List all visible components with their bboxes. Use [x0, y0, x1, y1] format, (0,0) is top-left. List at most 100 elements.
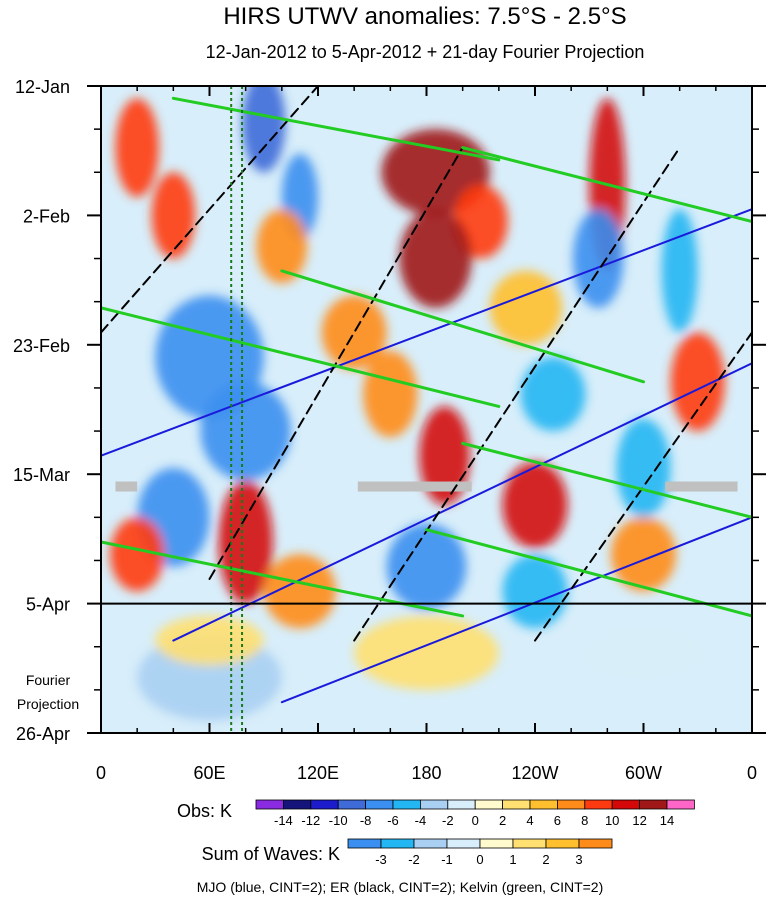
anomaly-blob-26 — [263, 554, 337, 629]
obs-colorbar-level-13: 12 — [632, 813, 646, 828]
x-tick-label-3: 180 — [411, 763, 441, 783]
kelvin-contour-3 — [280, 269, 645, 384]
obs-colorbar-level-4: -6 — [387, 813, 399, 828]
obs-colorbar-level-12: 10 — [605, 813, 619, 828]
obs-colorbar-level-0: -14 — [274, 813, 293, 828]
anomaly-blob-1 — [115, 98, 159, 197]
obs-colorbar-level-3: -8 — [360, 813, 372, 828]
anomaly-blob-16 — [363, 350, 418, 438]
obs-colorbar-level-2: -10 — [329, 813, 348, 828]
anomaly-blob-9 — [572, 209, 624, 308]
obs-colorbar-label: Obs: K — [177, 801, 232, 821]
waves-colorbar-cell-1 — [380, 838, 415, 849]
obs-colorbar-cell-7 — [447, 799, 476, 810]
waves-colorbar-cell-5 — [512, 838, 547, 849]
er-contour-0 — [101, 86, 319, 334]
anomaly-blob-25 — [610, 517, 677, 592]
contour-legend: MJO (blue, CINT=2); ER (black, CINT=2); … — [197, 879, 604, 895]
anomaly-blob-23 — [386, 523, 467, 610]
obs-colorbar-level-7: 0 — [472, 813, 479, 828]
y-tick-label-5: 26-Apr — [16, 724, 70, 744]
mjo-contour-0 — [101, 208, 752, 457]
obs-colorbar-cell-13 — [611, 799, 641, 810]
obs-colorbar-cell-12 — [584, 799, 613, 810]
y-tick-label-2: 23-Feb — [13, 336, 70, 356]
kelvin-contour-0 — [171, 96, 501, 162]
er-contour-3 — [534, 331, 752, 642]
obs-colorbar-cell-11 — [557, 799, 586, 810]
anomaly-blob-30 — [571, 615, 716, 690]
waves-colorbar-level-6: 3 — [575, 852, 582, 867]
waves-colorbar-cell-2 — [413, 838, 448, 849]
obs-colorbar-level-1: -12 — [301, 813, 320, 828]
anomaly-blob-31 — [155, 615, 264, 666]
anomaly-blob-10 — [661, 209, 698, 333]
obs-colorbar-cell-8 — [474, 799, 504, 810]
missing-data — [115, 481, 738, 492]
obs-colorbar-level-5: -4 — [415, 813, 427, 828]
obs-colorbar-level-10: 6 — [554, 813, 561, 828]
projection-label-line1: Fourier — [26, 672, 71, 688]
x-tick-label-4: 120W — [511, 763, 558, 783]
obs-colorbar-cell-2 — [310, 799, 339, 810]
x-tick-label-1: 60E — [193, 763, 225, 783]
y-tick-label-1: 2-Feb — [23, 206, 70, 226]
anomaly-blob-11 — [489, 270, 563, 345]
missing-band-1 — [357, 481, 472, 492]
er-contours — [101, 86, 752, 642]
waves-colorbar-cell-3 — [446, 838, 481, 849]
waves-colorbar-cell-7 — [578, 838, 613, 849]
obs-colorbar-cell-5 — [392, 799, 421, 810]
er-contour-1 — [208, 146, 464, 580]
y-tick-label-3: 15-Mar — [13, 465, 70, 485]
waves-colorbar-level-5: 2 — [542, 852, 549, 867]
kelvin-contour-1 — [461, 146, 752, 224]
plot-area — [101, 86, 752, 733]
projection-label-line2: Projection — [17, 696, 79, 712]
kelvin-contour-4 — [461, 441, 752, 519]
waves-colorbar-level-2: -1 — [441, 852, 453, 867]
obs-colorbar-cell-9 — [502, 799, 531, 810]
x-tick-label-6: 0 — [747, 763, 757, 783]
obs-colorbar-level-8: 2 — [499, 813, 506, 828]
waves-colorbar-cell-4 — [479, 838, 514, 849]
missing-band-0 — [115, 481, 138, 492]
mjo-contour-2 — [280, 516, 752, 704]
waves-colorbar-level-1: -2 — [408, 852, 420, 867]
anomaly-blob-0 — [242, 86, 286, 173]
chart-subtitle: 12-Jan-2012 to 5-Apr-2012 + 21-day Fouri… — [206, 42, 645, 62]
anomaly-blob-8 — [399, 209, 472, 308]
x-axis: 0 60E 120E 180 120W 60W 0 — [96, 86, 757, 783]
obs-colorbar-level-14: 14 — [660, 813, 674, 828]
x-tick-label-0: 0 — [96, 763, 106, 783]
anomaly-blob-5 — [151, 172, 196, 259]
kelvin-contour-6 — [425, 528, 752, 618]
waves-colorbar-label: Sum of Waves: K — [202, 844, 340, 864]
anomaly-blob-2 — [381, 129, 490, 216]
mjo-contour-1 — [172, 362, 752, 642]
anomaly-blob-14 — [670, 332, 725, 432]
obs-colorbar-cell-6 — [419, 799, 449, 810]
obs-colorbar-cell-3 — [337, 799, 367, 810]
chart-title: HIRS UTWV anomalies: 7.5°S - 2.5°S — [223, 3, 626, 30]
waves-colorbar-level-4: 1 — [509, 852, 516, 867]
obs-colorbar-level-11: 8 — [581, 813, 588, 828]
anomaly-blob-29 — [354, 615, 499, 690]
anomaly-blob-12 — [321, 295, 387, 370]
waves-colorbar-cell-0 — [347, 838, 382, 849]
obs-colorbar-level-6: -2 — [442, 813, 454, 828]
obs-colorbar-level-9: 4 — [526, 813, 533, 828]
anomaly-blob-15 — [520, 357, 586, 432]
anomaly-field — [110, 86, 725, 721]
obs-colorbar: Obs: K -14 -12 -10 -8 -6 -4 -2 0 2 4 6 8 10 12 14 — [177, 799, 695, 828]
missing-band-2 — [665, 481, 738, 492]
anomaly-blob-24 — [110, 517, 165, 592]
anomaly-blob-18 — [419, 406, 470, 506]
x-tick-label-2: 120E — [297, 763, 339, 783]
obs-colorbar-cell-14 — [639, 799, 668, 810]
y-tick-label-4: 5-Apr — [26, 595, 70, 615]
obs-colorbar-cell-1 — [282, 799, 312, 810]
y-tick-label-0: 12-Jan — [15, 77, 70, 97]
obs-colorbar-cell-10 — [529, 799, 558, 810]
